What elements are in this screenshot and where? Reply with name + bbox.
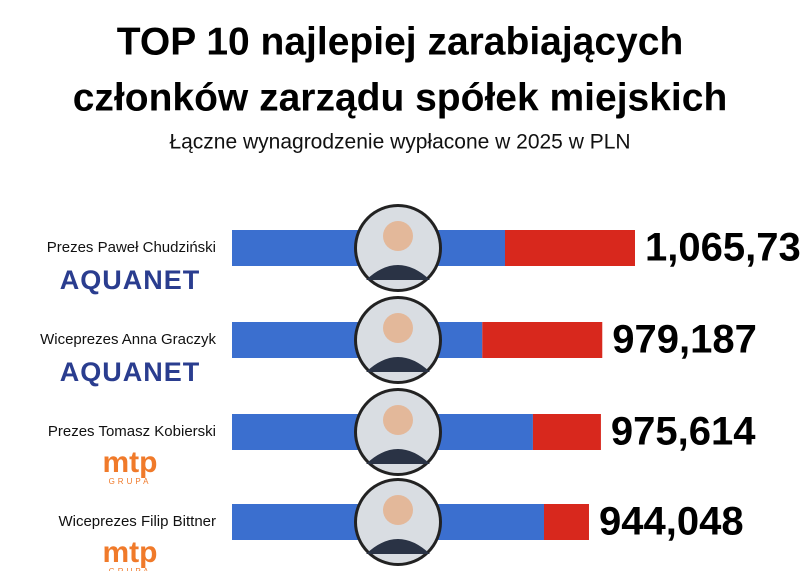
value-label: 944,048 [599,500,744,544]
photo-body [366,357,430,372]
bar-segment [482,322,603,358]
photo-head [383,405,413,435]
bar-segment [532,414,601,450]
bar-segment [504,230,635,266]
person-name: Prezes Paweł Chudziński [47,239,216,256]
photo-body [366,265,430,280]
photo-body [366,539,430,554]
value-label: 1,065,73 [645,226,800,270]
person-name: Prezes Tomasz Kobierski [48,423,216,440]
photo-head [383,495,413,525]
photo-head [383,313,413,343]
value-label: 979,187 [612,318,757,362]
person-name: Wiceprezes Anna Graczyk [40,331,216,348]
bar-segment [543,504,589,540]
title-line: TOP 10 najlepiej zarabiających [117,20,684,63]
logo-sub: GRUPA [109,477,152,486]
photo-head [383,221,413,251]
value-label: 975,614 [611,410,756,454]
logo: mtp [103,446,158,479]
title-line: członków zarządu spółek miejskich [73,76,728,119]
person-name: Wiceprezes Filip Bittner [58,513,216,530]
photo-body [366,449,430,464]
subtitle: Łączne wynagrodzenie wypłacone w 2025 w … [169,131,630,154]
logo: AQUANET [60,357,201,387]
logo: mtp [103,536,158,569]
logo-sub: GRUPA [109,567,152,571]
logo: AQUANET [60,265,201,295]
